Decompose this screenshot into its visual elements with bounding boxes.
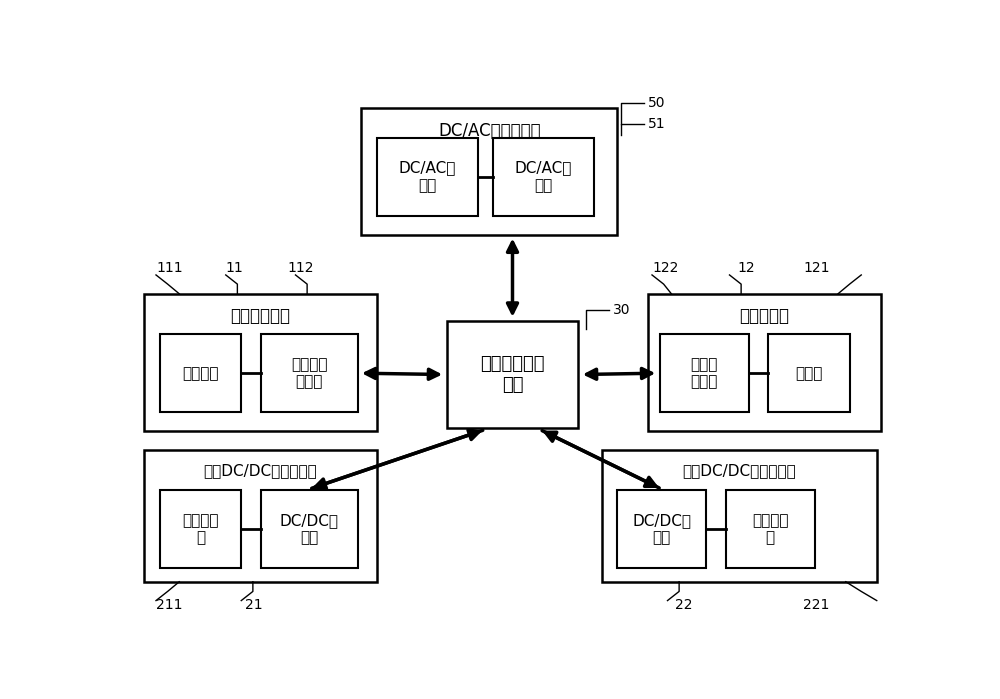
Text: DC/AC变
换器: DC/AC变 换器 bbox=[515, 161, 572, 193]
Text: 12: 12 bbox=[737, 261, 755, 275]
Bar bbox=[261, 490, 358, 568]
Text: 112: 112 bbox=[288, 261, 314, 275]
Text: 111: 111 bbox=[156, 261, 183, 275]
Bar bbox=[160, 334, 241, 412]
Bar bbox=[144, 294, 377, 431]
Bar bbox=[768, 334, 850, 412]
Text: 蓄电池
控制器: 蓄电池 控制器 bbox=[691, 357, 718, 389]
Text: 单向变换
器: 单向变换 器 bbox=[752, 513, 788, 545]
Text: 11: 11 bbox=[226, 261, 244, 275]
Text: 22: 22 bbox=[675, 598, 693, 612]
Bar bbox=[144, 450, 377, 582]
Text: 51: 51 bbox=[648, 117, 666, 131]
Bar bbox=[617, 490, 706, 568]
Text: 蓄电池: 蓄电池 bbox=[795, 366, 823, 381]
Text: 能量综合管理
模块: 能量综合管理 模块 bbox=[480, 355, 545, 394]
Text: 燃料电池
控制器: 燃料电池 控制器 bbox=[291, 357, 327, 389]
Text: 蓄电池单元: 蓄电池单元 bbox=[739, 308, 789, 325]
Bar bbox=[726, 490, 815, 568]
Text: 122: 122 bbox=[652, 261, 678, 275]
Bar bbox=[261, 334, 358, 412]
Text: 双向变换
器: 双向变换 器 bbox=[182, 513, 219, 545]
Bar bbox=[602, 450, 877, 582]
Bar bbox=[447, 321, 578, 428]
Text: DC/AC控
制器: DC/AC控 制器 bbox=[399, 161, 456, 193]
Text: DC/DC控
制器: DC/DC控 制器 bbox=[632, 513, 691, 545]
Text: 211: 211 bbox=[156, 598, 182, 612]
Bar bbox=[493, 138, 594, 216]
Text: 221: 221 bbox=[803, 598, 830, 612]
Text: 50: 50 bbox=[648, 96, 666, 110]
Bar bbox=[660, 334, 749, 412]
Text: DC/AC变换器单元: DC/AC变换器单元 bbox=[438, 122, 541, 140]
Text: DC/DC控
制器: DC/DC控 制器 bbox=[280, 513, 339, 545]
Text: 燃料电池单元: 燃料电池单元 bbox=[231, 308, 291, 325]
Text: 第二DC/DC变换器单元: 第二DC/DC变换器单元 bbox=[682, 463, 796, 478]
Bar bbox=[648, 294, 881, 431]
Text: 第一DC/DC变换器单元: 第一DC/DC变换器单元 bbox=[204, 463, 318, 478]
Bar bbox=[361, 108, 617, 235]
Text: 121: 121 bbox=[803, 261, 830, 275]
Bar bbox=[377, 138, 478, 216]
Bar bbox=[160, 490, 241, 568]
Text: 30: 30 bbox=[613, 303, 631, 317]
Text: 燃料电池: 燃料电池 bbox=[182, 366, 219, 381]
Text: 21: 21 bbox=[245, 598, 263, 612]
